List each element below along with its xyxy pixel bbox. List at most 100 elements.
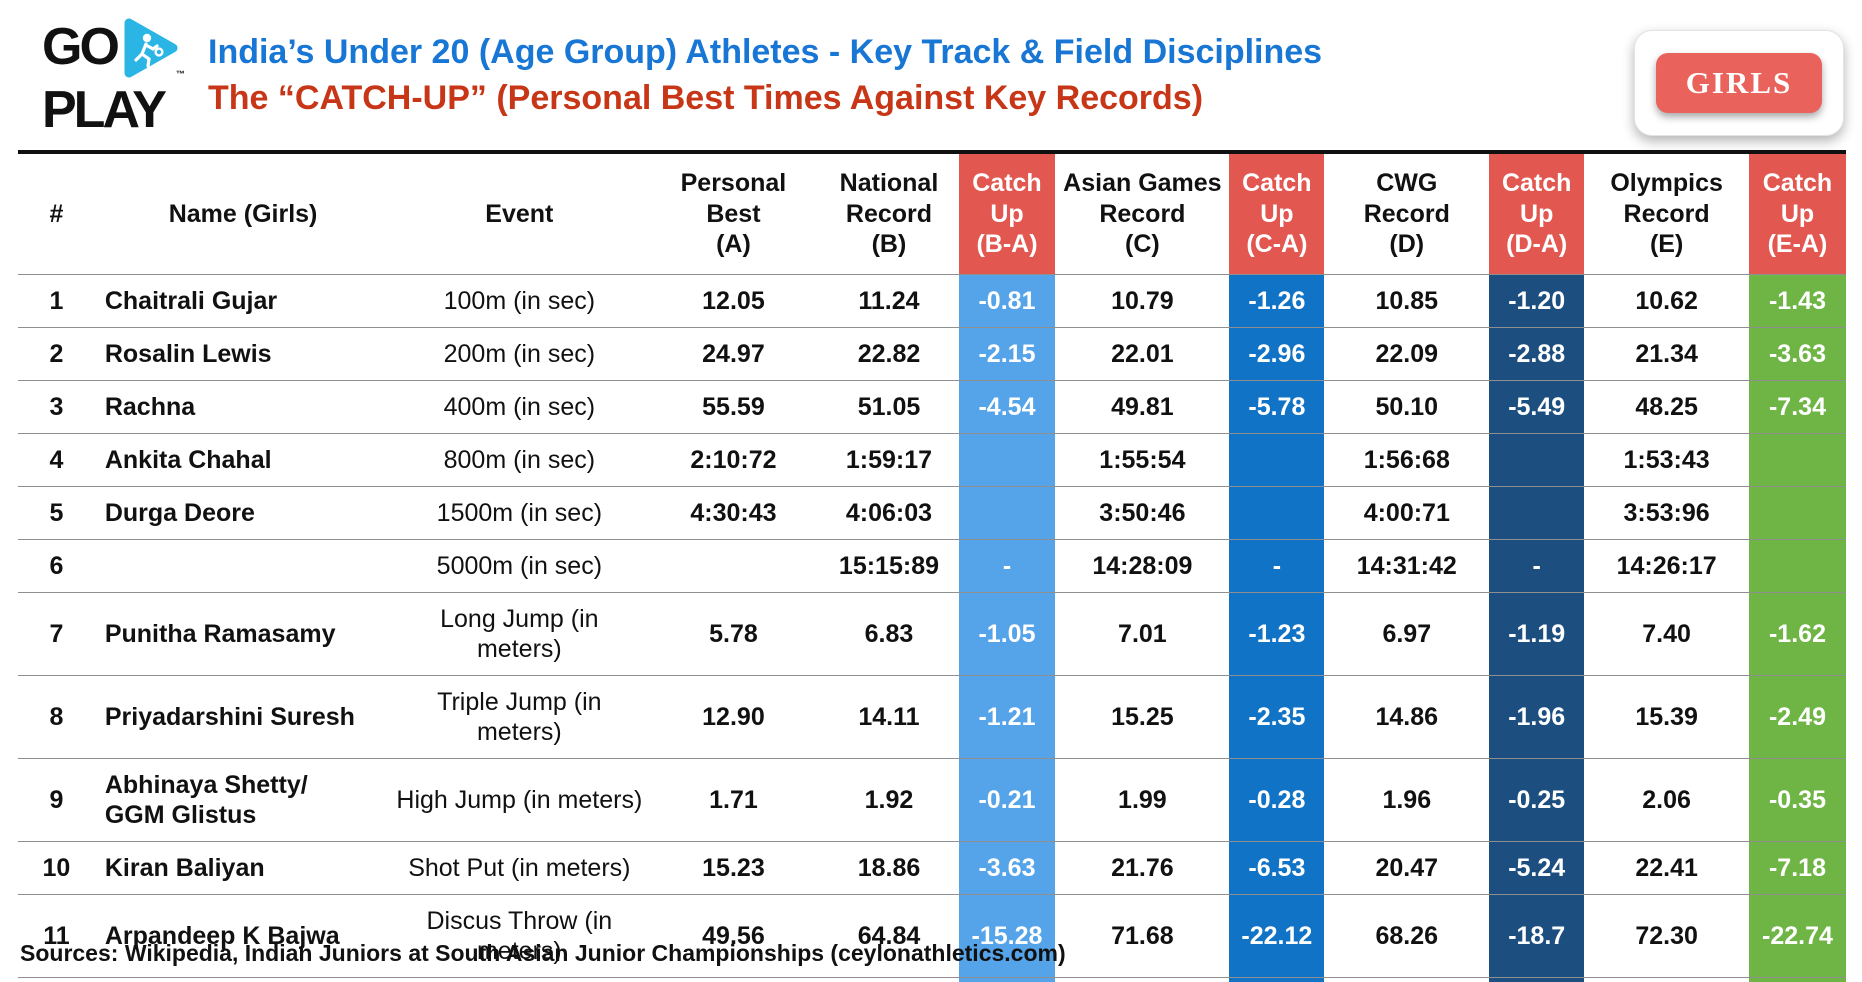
cell-event: 5000m (in sec) (391, 539, 648, 593)
logo-word-go: GO (42, 18, 120, 76)
cell-cwg-record: 1.96 (1324, 758, 1490, 842)
cell-event: Triple Jump (in meters) (391, 675, 648, 759)
cell-asian-games-record: 15.25 (1055, 675, 1230, 759)
table-row: 10 Kiran Baliyan Shot Put (in meters) 15… (18, 841, 1846, 895)
cell-catchup-e-a: -1.43 (1748, 274, 1846, 328)
cell-catchup-b-a: -3.63 (958, 841, 1056, 895)
cell-personal-best: 15.23 (647, 841, 820, 895)
cell-cwg-record: 50.10 (1324, 380, 1490, 434)
cell-catchup-e-a (1748, 486, 1846, 540)
cell-asian-games-record: 49.81 (1055, 380, 1230, 434)
cell-national-record: 6.83 (819, 592, 959, 676)
cell-event: 800m (in sec) (391, 433, 648, 487)
trademark-symbol: ™ (175, 69, 185, 79)
cell-event: Javelin Throw (in meters) (391, 977, 648, 982)
cell-catchup-c-a: - (1229, 539, 1325, 593)
col-header-rank: # (18, 152, 95, 275)
cell-cwg-record: 20.47 (1324, 841, 1490, 895)
records-table-wrap: # Name (Girls) Event Personal Best (A) N… (18, 150, 1846, 982)
cell-catchup-d-a (1489, 433, 1585, 487)
cell-catchup-b-a: -1.21 (958, 675, 1056, 759)
cell-catchup-e-a: -3.63 (1748, 327, 1846, 381)
cell-asian-games-record: 21.76 (1055, 841, 1230, 895)
cell-rank: 5 (18, 486, 95, 540)
cell-cwg-record: 14:31:42 (1324, 539, 1490, 593)
cell-olympics-record: 2.06 (1584, 758, 1749, 842)
col-header-catchup-e-a: Catch Up (E-A) (1748, 152, 1846, 275)
cell-catchup-c-a (1229, 433, 1325, 487)
cell-catchup-e-a (1748, 433, 1846, 487)
cell-rank: 8 (18, 675, 95, 759)
cell-rank: 7 (18, 592, 95, 676)
cell-asian-games-record: 10.79 (1055, 274, 1230, 328)
cell-personal-best (647, 539, 820, 593)
cell-personal-best: 5.78 (647, 592, 820, 676)
table-row: 1 Chaitrali Gujar 100m (in sec) 12.05 11… (18, 274, 1846, 328)
cell-national-record: 1.92 (819, 758, 959, 842)
cell-event: High Jump (in meters) (391, 758, 648, 842)
cell-personal-best: 12.90 (647, 675, 820, 759)
cell-athlete-name: Priyadarshini Suresh (94, 675, 392, 759)
cell-catchup-b-a: -2.15 (958, 327, 1056, 381)
cell-catchup-e-a: -23.45 (1748, 977, 1846, 982)
cell-athlete-name (94, 539, 392, 593)
cell-asian-games-record: 71.68 (1055, 894, 1230, 978)
col-header-olympics-record: Olympics Record (E) (1584, 152, 1749, 275)
cell-catchup-b-a: -15.28 (958, 894, 1056, 978)
cell-athlete-name: Sanjana Choudhary (94, 977, 392, 982)
cell-national-record: 18.86 (819, 841, 959, 895)
cell-catchup-c-a: -1.26 (1229, 274, 1325, 328)
cell-personal-best: 55.59 (647, 380, 820, 434)
table-row: 4 Ankita Chahal 800m (in sec) 2:10:72 1:… (18, 433, 1846, 487)
cell-catchup-b-a (958, 486, 1056, 540)
cell-rank: 4 (18, 433, 95, 487)
cell-olympics-record: 71.53 (1584, 977, 1749, 982)
cell-personal-best: 24.97 (647, 327, 820, 381)
cell-catchup-e-a: -22.74 (1748, 894, 1846, 978)
table-row: 9 Abhinaya Shetty/ GGM Glistus High Jump… (18, 758, 1846, 842)
cell-catchup-d-a: - (1489, 539, 1585, 593)
cell-rank: 9 (18, 758, 95, 842)
cell-cwg-record: 4:00:71 (1324, 486, 1490, 540)
table-row: 5 Durga Deore 1500m (in sec) 4:30:43 4:0… (18, 486, 1846, 540)
cell-catchup-e-a: -0.35 (1748, 758, 1846, 842)
cell-asian-games-record: 22.01 (1055, 327, 1230, 381)
cell-olympics-record: 10.62 (1584, 274, 1749, 328)
table-row: 6 5000m (in sec) 15:15:89 - 14:28:09 - 1… (18, 539, 1846, 593)
cell-olympics-record: 21.34 (1584, 327, 1749, 381)
cell-catchup-c-a: -6.53 (1229, 841, 1325, 895)
cell-event: Shot Put (in meters) (391, 841, 648, 895)
cell-rank: 3 (18, 380, 95, 434)
cell-personal-best: 2:10:72 (647, 433, 820, 487)
col-header-personal-best: Personal Best (A) (647, 152, 820, 275)
cell-catchup-e-a: -1.62 (1748, 592, 1846, 676)
cell-national-record: 11.24 (819, 274, 959, 328)
cell-asian-games-record: 1:55:54 (1055, 433, 1230, 487)
cell-athlete-name: Arpandeep K Bajwa (94, 894, 392, 978)
table-row: 2 Rosalin Lewis 200m (in sec) 24.97 22.8… (18, 327, 1846, 381)
cell-athlete-name: Durga Deore (94, 486, 392, 540)
cell-olympics-record: 14:26:17 (1584, 539, 1749, 593)
cell-athlete-name: Ankita Chahal (94, 433, 392, 487)
girls-button[interactable]: GIRLS (1655, 53, 1823, 113)
cell-catchup-b-a: -13.78 (958, 977, 1056, 982)
cell-cwg-record: 68.92 (1324, 977, 1490, 982)
page-title: India’s Under 20 (Age Group) Athletes - … (208, 33, 1323, 71)
cell-catchup-b-a: -1.05 (958, 592, 1056, 676)
cell-rank: 2 (18, 327, 95, 381)
cell-national-record: 22.82 (819, 327, 959, 381)
cell-event: 400m (in sec) (391, 380, 648, 434)
page-subtitle: The “CATCH-UP” (Personal Best Times Agai… (208, 79, 1204, 118)
table-row: 8 Priyadarshini Suresh Triple Jump (in m… (18, 675, 1846, 759)
col-header-catchup-c-a: Catch Up (C-A) (1229, 152, 1325, 275)
cell-catchup-d-a: -18.7 (1489, 894, 1585, 978)
cell-national-record: 4:06:03 (819, 486, 959, 540)
cell-cwg-record: 1:56:68 (1324, 433, 1490, 487)
cell-athlete-name: Abhinaya Shetty/ GGM Glistus (94, 758, 392, 842)
cell-event: 200m (in sec) (391, 327, 648, 381)
cell-rank: 10 (18, 841, 95, 895)
cell-olympics-record: 72.30 (1584, 894, 1749, 978)
cell-rank: 12 (18, 977, 95, 982)
table-body: 1 Chaitrali Gujar 100m (in sec) 12.05 11… (18, 274, 1846, 982)
cell-catchup-c-a: -2.96 (1229, 327, 1325, 381)
